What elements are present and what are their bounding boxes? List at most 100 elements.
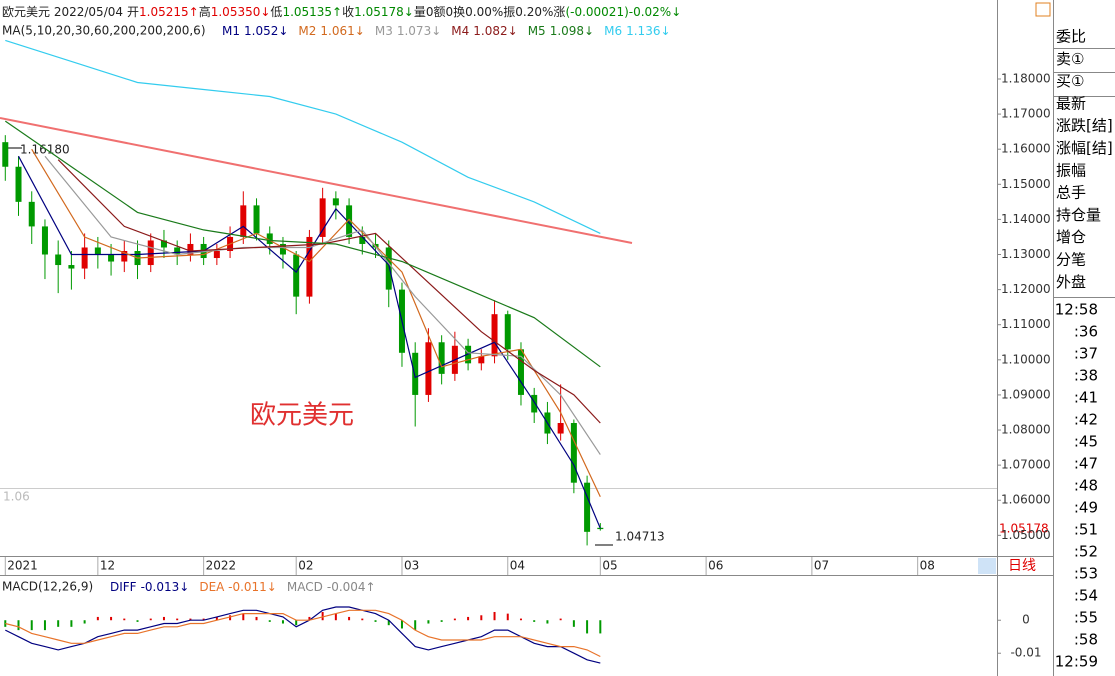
- sidebar-item: 分笔: [1056, 251, 1086, 269]
- x-tick-label: 2021: [7, 559, 38, 573]
- symbol: 欧元美元: [2, 5, 50, 19]
- y-tick-label: -0.01: [1010, 646, 1041, 660]
- y-tick-label: 1.17000: [1001, 107, 1051, 121]
- sidebar-item: 涨跌[结]: [1056, 117, 1113, 135]
- legend-name: DEA: [199, 580, 225, 594]
- candle-body: [319, 198, 326, 237]
- candle-body: [213, 250, 220, 259]
- candle-body: [266, 233, 273, 244]
- candle-body: [504, 314, 511, 350]
- candle-body: [531, 394, 538, 413]
- sidebar-time: :45: [1074, 433, 1098, 451]
- candle-body: [279, 243, 286, 255]
- candle-body: [346, 205, 353, 237]
- ma-line: [57, 159, 601, 424]
- header: 欧元美元 2022/05/04 开1.05215↑高1.05350↓低1.0513…: [2, 4, 681, 19]
- candle-body: [81, 247, 88, 269]
- sidebar-item: 委比: [1056, 28, 1086, 46]
- field-label: 振: [503, 5, 515, 19]
- watermark: 欧元美元: [250, 401, 354, 431]
- candle-body: [306, 236, 313, 297]
- legend-name: M5: [528, 24, 546, 38]
- candle-body: [332, 198, 339, 206]
- field-value: 1.05135↑: [282, 5, 342, 19]
- legend-name: DIFF: [110, 580, 137, 594]
- candle-body: [584, 482, 591, 532]
- candle-body: [160, 240, 167, 248]
- sidebar-item: 振幅: [1056, 161, 1086, 179]
- legend-value: 1.061↓: [320, 24, 364, 38]
- legend-value: 1.073↓: [397, 24, 441, 38]
- sidebar-item: 总手: [1056, 184, 1086, 202]
- x-tick-label: 04: [510, 559, 525, 573]
- x-tick-label: 06: [708, 559, 723, 573]
- candle-body: [570, 423, 577, 483]
- sidebar-time: :42: [1074, 411, 1098, 429]
- sidebar-time: :37: [1074, 345, 1098, 363]
- y-tick-label: 1.08000: [1001, 423, 1051, 437]
- candle-body: [187, 243, 194, 255]
- legend-value: 1.098↓: [550, 24, 594, 38]
- legend-name: M3: [375, 24, 393, 38]
- candle-body: [359, 236, 366, 244]
- candle-body: [425, 342, 432, 395]
- sidebar-time: :47: [1074, 455, 1098, 473]
- sidebar-time: :41: [1074, 389, 1098, 407]
- y-tick-label: 1.18000: [1001, 71, 1051, 85]
- x-tick-label: 08: [920, 559, 935, 573]
- sidebar-item: 买①: [1056, 72, 1084, 90]
- candle-body: [293, 254, 300, 297]
- y-tick-label: 1.15000: [1001, 177, 1051, 191]
- period-tab[interactable]: 日线: [1008, 558, 1036, 574]
- scroll-box[interactable]: [978, 558, 996, 574]
- candle-body: [55, 254, 62, 266]
- field-value: 1.05215↑: [139, 5, 199, 19]
- y-tick-label: 1.05000: [1001, 528, 1051, 542]
- sidebar-time: :51: [1074, 521, 1098, 539]
- field-label: 开: [127, 5, 139, 19]
- candle-body: [253, 205, 260, 234]
- macd-line: [5, 606, 601, 664]
- candle-body: [557, 423, 564, 434]
- sidebar-time: :49: [1074, 499, 1098, 517]
- candle-body: [517, 349, 524, 395]
- candle-body: [438, 342, 445, 374]
- x-tick-label: 07: [814, 559, 829, 573]
- candle-body: [41, 226, 48, 255]
- sidebar-time: 12:59: [1055, 653, 1098, 671]
- candle-body: [412, 352, 419, 395]
- candle-body: [28, 201, 35, 227]
- candle-body: [121, 250, 128, 262]
- sidebar-item: 持仓量: [1056, 206, 1101, 224]
- candle-body: [478, 356, 485, 364]
- field-label: 收: [342, 5, 354, 19]
- high-label: 1.16180: [20, 143, 70, 157]
- corner-icon[interactable]: [1035, 2, 1051, 17]
- field-value: 0.20%: [515, 5, 553, 19]
- legend-value: -0.004↑: [327, 580, 376, 594]
- sidebar-time: 12:58: [1055, 301, 1098, 319]
- sidebar-item: 卖①: [1056, 50, 1084, 68]
- x-tick-label: 2022: [206, 559, 237, 573]
- candle-body: [491, 314, 498, 357]
- y-tick-label: 1.13000: [1001, 247, 1051, 261]
- field-value: 0: [426, 5, 434, 19]
- sidebar-item: 外盘: [1056, 273, 1086, 291]
- candle-body: [15, 166, 22, 202]
- legend-name: M2: [298, 24, 316, 38]
- ma-line: [31, 148, 601, 497]
- field-value: 0.00%: [465, 5, 503, 19]
- ref-label: 1.06: [3, 490, 30, 504]
- y-tick-label: 1.10000: [1001, 352, 1051, 366]
- candle-body: [94, 247, 101, 255]
- candle-body: [597, 527, 604, 530]
- candle-body: [240, 205, 247, 237]
- y-tick-label: 1.12000: [1001, 282, 1051, 296]
- candle-body: [2, 142, 9, 167]
- field-label: 高: [199, 4, 211, 19]
- sidebar-item: 增仓: [1056, 228, 1086, 246]
- field-value: 0: [446, 5, 454, 19]
